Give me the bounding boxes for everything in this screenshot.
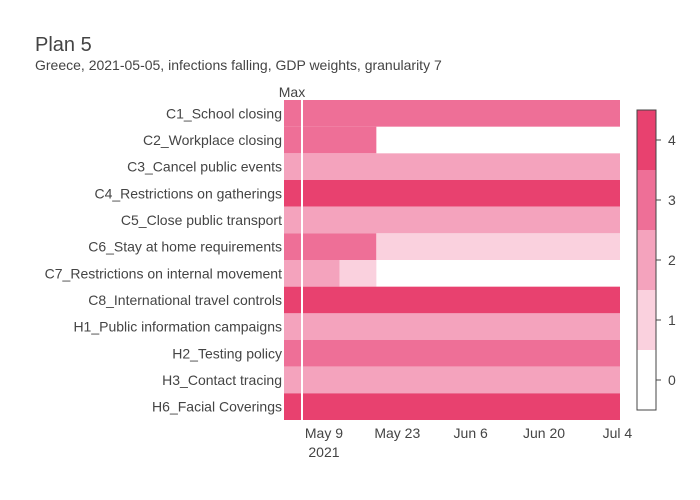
colorbar-tick-label: 0	[668, 372, 676, 388]
row-label: H1_Public information campaigns	[73, 319, 282, 335]
row-label: C1_School closing	[166, 105, 282, 121]
max-cell	[284, 286, 301, 314]
x-tick-label: Jun 20	[523, 425, 565, 441]
heatmap-cell	[303, 393, 620, 420]
heatmap-cell	[303, 366, 620, 394]
colorbar-band	[637, 350, 656, 410]
x-tick-label: May 9	[305, 425, 343, 441]
max-cell	[284, 366, 301, 394]
max-cell	[284, 313, 301, 340]
x-tick-sublabel: 2021	[308, 444, 339, 460]
heatmap-cell	[303, 286, 620, 314]
max-cell	[284, 126, 301, 154]
max-cell	[284, 180, 301, 207]
colorbar: 0 1 2 3 4	[636, 109, 676, 411]
heatmap-cells	[303, 100, 620, 420]
colorbar-band	[637, 230, 656, 290]
row-label: H6_Facial Coverings	[152, 399, 282, 415]
max-column	[284, 100, 301, 420]
heatmap-cell	[376, 233, 620, 260]
heatmap-cell	[303, 313, 620, 340]
heatmap-cell	[303, 340, 620, 367]
row-label: C6_Stay at home requirements	[88, 239, 282, 255]
max-cell	[284, 100, 301, 127]
colorbar-tick-label: 4	[668, 132, 676, 148]
row-label: C5_Close public transport	[121, 212, 282, 228]
colorbar-tick-label: 3	[668, 192, 676, 208]
row-labels: C1_School closing C2_Workplace closing C3_…	[45, 105, 282, 414]
max-column-label: Max	[279, 84, 305, 100]
heatmap-cell	[339, 260, 377, 287]
heatmap-cell	[303, 180, 620, 207]
max-cell	[284, 233, 301, 260]
heatmap-cell	[303, 233, 377, 260]
max-cell	[284, 340, 301, 367]
max-cell	[284, 393, 301, 420]
row-label: C2_Workplace closing	[143, 132, 282, 148]
colorbar-band	[637, 170, 656, 230]
row-label: H3_Contact tracing	[162, 372, 282, 388]
heatmap-cell	[303, 126, 377, 154]
row-label: C4_Restrictions on gatherings	[94, 185, 282, 201]
max-cell	[284, 153, 301, 180]
row-label: C7_Restrictions on internal movement	[45, 265, 282, 281]
colorbar-tick-label: 2	[668, 252, 676, 268]
chart-subtitle: Greece, 2021-05-05, infections falling, …	[35, 57, 442, 73]
heatmap-cell	[303, 100, 620, 127]
max-cell	[284, 206, 301, 234]
colorbar-tick-label: 1	[668, 312, 676, 328]
max-cell	[284, 260, 301, 287]
heatmap-cell	[303, 153, 620, 180]
heatmap-cell	[303, 260, 340, 287]
x-tick-label: May 23	[374, 425, 420, 441]
x-tick-label: Jul 4	[603, 425, 633, 441]
row-label: H2_Testing policy	[172, 345, 282, 361]
x-axis: May 9 2021 May 23 Jun 6 Jun 20 Jul 4	[305, 425, 632, 460]
row-label: C3_Cancel public events	[127, 159, 282, 175]
row-label: C8_International travel controls	[88, 292, 282, 308]
chart-title: Plan 5	[35, 34, 92, 56]
colorbar-band	[637, 290, 656, 350]
x-tick-label: Jun 6	[454, 425, 488, 441]
heatmap-cell	[303, 206, 620, 234]
colorbar-band	[637, 110, 656, 170]
